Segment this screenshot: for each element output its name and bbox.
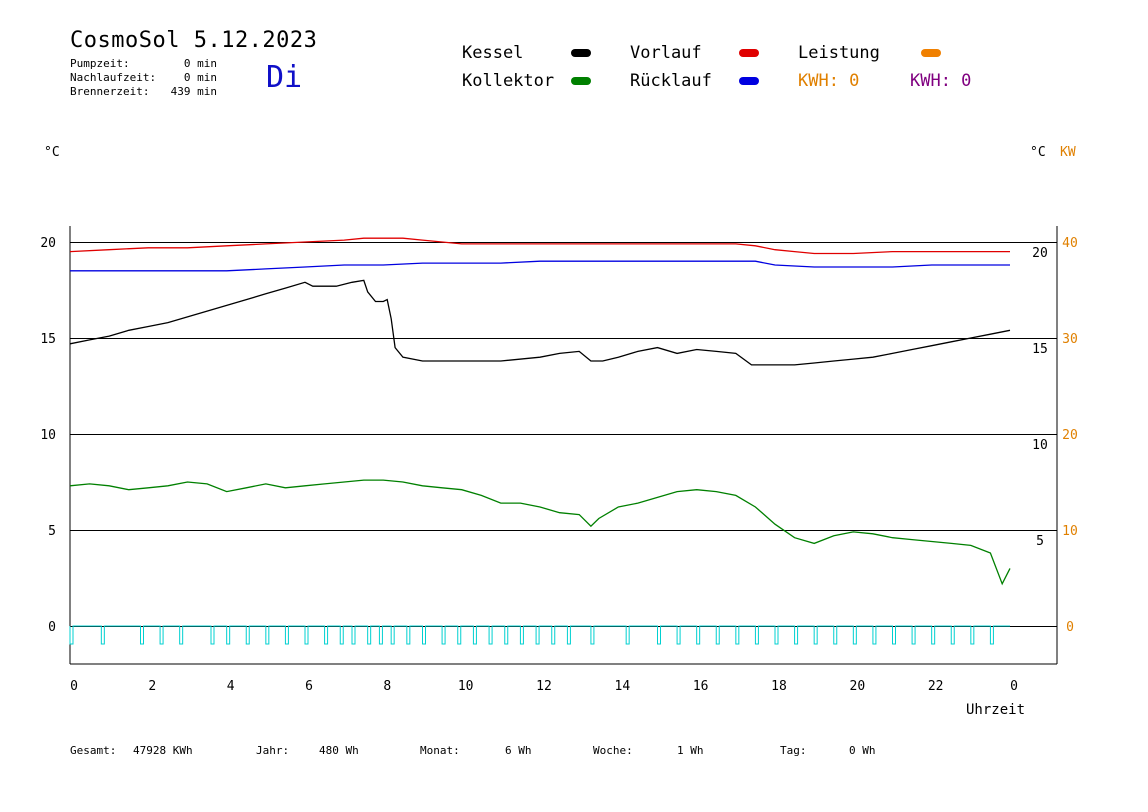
y-tick-left-10: 10 xyxy=(40,428,56,443)
weekday-label: Di xyxy=(266,60,303,95)
legend-kwh-orange: KWH: 0 xyxy=(798,71,860,91)
y-tick-right-inner-5: 5 xyxy=(1036,534,1044,549)
x-tick-8: 16 xyxy=(693,679,709,694)
y-tick-left-20: 20 xyxy=(40,236,56,251)
y-tick-right-inner-10: 10 xyxy=(1032,438,1048,453)
y-tick-left-0: 0 xyxy=(48,620,56,635)
x-tick-1: 2 xyxy=(148,679,156,694)
left-unit-label: °C xyxy=(44,145,60,160)
right-unit2-label: KW xyxy=(1060,145,1076,160)
x-tick-0: 0 xyxy=(70,679,78,694)
y-tick-left-5: 5 xyxy=(48,524,56,539)
chart-title: CosmoSol 5.12.2023 xyxy=(70,28,318,53)
stat-nachlauf-value: 0 min xyxy=(183,71,217,84)
grid-lines xyxy=(70,242,1057,627)
right-unit-label: °C xyxy=(1030,145,1046,160)
stat-pumpzeit-value: 0 min xyxy=(183,57,217,70)
footer-monat-value: 6 Wh xyxy=(505,744,532,757)
series-ruecklauf xyxy=(70,260,1010,272)
series-kollektor xyxy=(69,479,1011,586)
legend-ruecklauf-label: Rücklauf xyxy=(630,71,712,91)
stat-pumpzeit-label: Pumpzeit: xyxy=(70,57,130,70)
legend-vorlauf-swatch xyxy=(739,49,759,57)
legend-leistung-label: Leistung xyxy=(798,43,880,63)
legend-vorlauf-label: Vorlauf xyxy=(630,43,702,63)
stat-brenner-value: 439 min xyxy=(170,85,217,98)
series-lines xyxy=(69,237,1011,645)
x-tick-9: 18 xyxy=(771,679,787,694)
y-tick-left-15: 15 xyxy=(40,332,56,347)
series-pumpe xyxy=(69,625,1010,645)
x-tick-12: 0 xyxy=(1010,679,1018,694)
footer-gesamt-value: 47928 KWh xyxy=(133,744,193,757)
legend-leistung-swatch xyxy=(921,49,941,57)
legend-kessel-label: Kessel xyxy=(462,43,524,63)
y-tick-right-outer-20: 20 xyxy=(1062,428,1078,443)
legend-kollektor-label: Kollektor xyxy=(462,71,555,91)
legend-ruecklauf-swatch xyxy=(739,77,759,85)
x-tick-3: 6 xyxy=(305,679,313,694)
y-tick-right-inner-20: 20 xyxy=(1032,246,1048,261)
footer-tag-label: Tag: xyxy=(780,744,807,757)
y-tick-right-outer-30: 30 xyxy=(1062,332,1078,347)
x-tick-2: 4 xyxy=(227,679,235,694)
x-tick-7: 14 xyxy=(615,679,631,694)
legend-kollektor-swatch xyxy=(571,77,591,85)
y-tick-right-inner-15: 15 xyxy=(1032,342,1048,357)
footer-gesamt-label: Gesamt: xyxy=(70,744,117,757)
footer-woche-value: 1 Wh xyxy=(677,744,704,757)
series-kessel xyxy=(69,279,1011,366)
footer-jahr-value: 480 Wh xyxy=(319,744,359,757)
series-vorlauf xyxy=(69,237,1010,255)
stat-brenner-label: Brennerzeit: xyxy=(70,85,150,98)
x-axis-label: Uhrzeit xyxy=(966,702,1026,718)
footer-tag-value: 0 Wh xyxy=(849,744,876,757)
tick-labels: 0 5 10 15 20 5 10 15 20 0 10 20 30 40 0 2 4 6 8 10 12 14 16 18 2… xyxy=(40,236,1077,694)
x-tick-11: 22 xyxy=(928,679,944,694)
footer-woche-label: Woche: xyxy=(593,744,633,757)
stat-nachlauf-label: Nachlaufzeit: xyxy=(70,71,157,84)
x-tick-6: 12 xyxy=(536,679,552,694)
x-tick-5: 10 xyxy=(458,679,474,694)
axes xyxy=(69,226,1058,665)
footer-jahr-label: Jahr: xyxy=(256,744,290,757)
x-tick-4: 8 xyxy=(383,679,391,694)
x-tick-10: 20 xyxy=(850,679,866,694)
legend-kessel-swatch xyxy=(571,49,591,57)
y-tick-right-outer-0: 0 xyxy=(1066,620,1074,635)
footer-monat-label: Monat: xyxy=(420,744,460,757)
legend-kwh-purple: KWH: 0 xyxy=(910,71,972,91)
y-tick-right-outer-40: 40 xyxy=(1062,236,1078,251)
y-tick-right-outer-10: 10 xyxy=(1062,524,1078,539)
